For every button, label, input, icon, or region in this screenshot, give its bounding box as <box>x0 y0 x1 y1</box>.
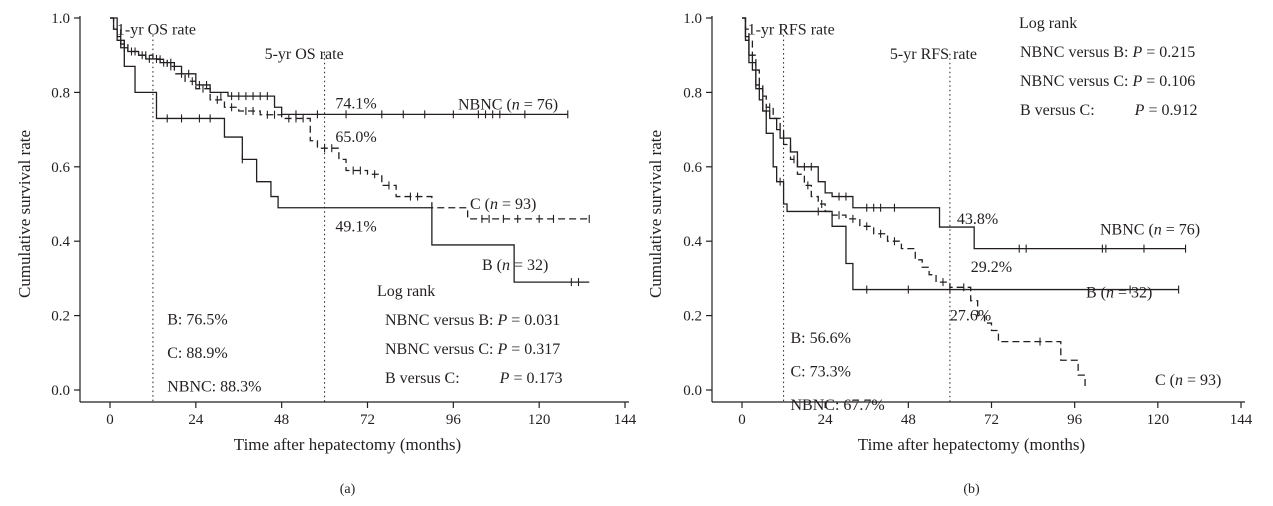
rate-annotation: 43.8% <box>957 211 998 228</box>
y-tick-label: 0.2 <box>683 309 702 325</box>
x-tick-label: 48 <box>274 412 289 428</box>
y-tick-label: 0.0 <box>683 383 702 399</box>
km-curve-c <box>110 17 590 220</box>
ref-line-label-1yr: 1-yr RFS rate <box>748 22 835 39</box>
curve-label-c: C (n = 93) <box>1155 372 1221 389</box>
y-tick-label: 0.6 <box>51 160 70 176</box>
curve-label-c: C (n = 93) <box>470 196 536 213</box>
log-rank-row: NBNC versus C: P = 0.106 <box>1020 73 1195 90</box>
x-tick-label: 96 <box>1067 412 1083 428</box>
y-tick-label: 0.8 <box>683 85 702 101</box>
curve-label-b: B (n = 32) <box>1086 285 1152 302</box>
log-rank-row: B versus C: P = 0.173 <box>385 370 562 387</box>
km-curve-b <box>742 17 1179 291</box>
curve-label-nbnc: NBNC (n = 76) <box>458 96 558 113</box>
panel-label: (a) <box>340 482 356 497</box>
curve-label-b: B (n = 32) <box>482 257 548 274</box>
ref-line-label-5yr: 5-yr OS rate <box>265 46 344 63</box>
rate-annotation: 27.6% <box>950 308 991 325</box>
rate-annotation: B: 56.6% <box>791 330 851 347</box>
y-tick-label: 0.6 <box>683 160 702 176</box>
x-tick-label: 120 <box>528 412 551 428</box>
y-tick-label: 1.0 <box>683 11 702 27</box>
rate-annotation: C: 88.9% <box>167 345 227 362</box>
ref-line-label-5yr: 5-yr RFS rate <box>890 46 977 63</box>
y-tick-label: 1.0 <box>51 11 70 27</box>
x-tick-label: 0 <box>738 412 746 428</box>
km-curve-b <box>110 17 590 283</box>
x-tick-label: 24 <box>188 412 204 428</box>
y-axis-label: Cumulative survival rate <box>15 130 34 298</box>
log-rank-row: NBNC versus B: P = 0.215 <box>1020 44 1195 61</box>
curve-label-nbnc: NBNC (n = 76) <box>1100 222 1200 239</box>
x-tick-label: 0 <box>106 412 114 428</box>
log-rank-row: B versus C: P = 0.912 <box>1020 102 1197 119</box>
log-rank-title: Log rank <box>1019 15 1077 32</box>
x-axis-label: Time after hepatectomy (months) <box>858 435 1085 454</box>
rate-annotation: C: 73.3% <box>791 363 851 380</box>
log-rank-row: NBNC versus B: P = 0.031 <box>385 312 560 329</box>
log-rank-row: NBNC versus C: P = 0.317 <box>385 341 560 358</box>
y-tick-label: 0.2 <box>51 309 70 325</box>
ref-line-label-1yr: 1-yr OS rate <box>117 22 196 39</box>
x-tick-label: 144 <box>1230 412 1253 428</box>
x-tick-label: 48 <box>901 412 916 428</box>
rate-annotation: NBNC: 67.7% <box>791 397 885 414</box>
rate-annotation: B: 76.5% <box>167 311 227 328</box>
x-tick-label: 120 <box>1147 412 1170 428</box>
log-rank-title: Log rank <box>377 283 435 300</box>
rate-annotation: 49.1% <box>335 218 376 235</box>
y-tick-label: 0.8 <box>51 85 70 101</box>
x-tick-label: 96 <box>446 412 462 428</box>
y-tick-label: 0.4 <box>683 234 702 250</box>
rate-annotation: NBNC: 88.3% <box>167 378 261 395</box>
rate-annotation: 29.2% <box>971 259 1012 276</box>
x-tick-label: 72 <box>360 412 375 428</box>
y-axis-label: Cumulative survival rate <box>646 130 665 298</box>
x-tick-label: 24 <box>818 412 834 428</box>
chart-panel-b: 0.0 0.2 0.4 0.6 0.8 1.0 0 24 48 72 96 120 144 Time af… <box>646 11 1253 497</box>
panel-label: (b) <box>963 482 980 497</box>
x-tick-label: 72 <box>984 412 999 428</box>
rate-annotation: 65.0% <box>335 129 376 146</box>
x-axis-label: Time after hepatectomy (months) <box>234 435 461 454</box>
y-tick-label: 0.0 <box>51 383 70 399</box>
chart-panel-a: 0.0 0.2 0.4 0.6 0.8 1.0 0 24 48 72 96 120 144 Time af… <box>15 11 637 497</box>
y-tick-label: 0.4 <box>51 234 70 250</box>
km-curve-nbnc <box>742 17 1186 250</box>
x-tick-label: 144 <box>614 412 637 428</box>
rate-annotation: 74.1% <box>335 96 376 113</box>
